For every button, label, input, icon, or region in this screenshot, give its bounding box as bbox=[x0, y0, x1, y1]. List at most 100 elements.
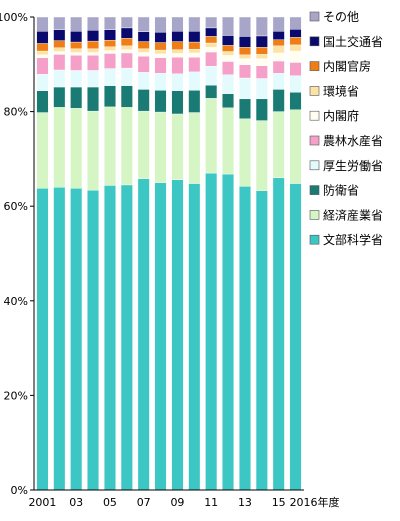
bar-segment-2001-s2 bbox=[36, 90, 49, 113]
plot-area bbox=[36, 16, 302, 491]
bar-stack-2008 bbox=[154, 16, 167, 491]
bar-segment-2013-s9 bbox=[238, 16, 251, 37]
bar-segment-2014-s1 bbox=[255, 120, 268, 191]
bar-segment-2010-s2 bbox=[188, 90, 201, 113]
bar-segment-2006-s3 bbox=[120, 67, 133, 86]
bar-segment-2010-s5 bbox=[188, 52, 201, 58]
bar-segment-2010-s6 bbox=[188, 48, 201, 54]
bar-stack-2012 bbox=[222, 16, 235, 491]
bar-stack-2013 bbox=[238, 16, 251, 491]
legend-item: 内閣府 bbox=[309, 108, 359, 123]
bar-segment-2015-s7 bbox=[272, 39, 285, 47]
bar-segment-2012-s3 bbox=[222, 74, 235, 94]
bar-segment-2015-s3 bbox=[272, 73, 285, 90]
bar-segment-2005-s6 bbox=[103, 46, 116, 51]
bar-segment-2004-s2 bbox=[87, 86, 100, 112]
bar-segment-2006-s7 bbox=[120, 38, 133, 47]
bar-segment-2010-s0 bbox=[188, 183, 201, 491]
bar-stack-2004 bbox=[87, 16, 100, 491]
bar-segment-2014-s0 bbox=[255, 190, 268, 491]
legend-label: 内閣官房 bbox=[323, 59, 371, 74]
legend-swatch bbox=[309, 135, 320, 146]
bar-segment-2014-s8 bbox=[255, 35, 268, 48]
bar-segment-2013-s4 bbox=[238, 64, 251, 79]
bar-stack-2011 bbox=[205, 16, 218, 491]
bar-segment-2014-s7 bbox=[255, 47, 268, 55]
bar-segment-2013-s0 bbox=[238, 186, 251, 491]
bar-stack-2015 bbox=[272, 16, 285, 491]
bar-segment-2014-s6 bbox=[255, 54, 268, 59]
bar-segment-2008-s9 bbox=[154, 16, 167, 33]
bar-segment-2004-s9 bbox=[87, 16, 100, 31]
legend-label: 防衛省 bbox=[323, 183, 359, 198]
bar-segment-2005-s4 bbox=[103, 53, 116, 69]
legend-label: その他 bbox=[323, 10, 359, 24]
bar-segment-2004-s5 bbox=[87, 52, 100, 56]
bar-segment-2015-s0 bbox=[272, 177, 285, 491]
bar-segment-2013-s7 bbox=[238, 47, 251, 56]
bar-segment-2013-s3 bbox=[238, 77, 251, 100]
legend-swatch bbox=[309, 11, 320, 22]
bar-segment-2008-s6 bbox=[154, 49, 167, 55]
y-tick-label: 20% bbox=[4, 389, 28, 402]
bar-segment-2007-s6 bbox=[137, 48, 150, 53]
bar-segment-2002-s6 bbox=[53, 47, 66, 52]
bar-segment-2009-s3 bbox=[171, 73, 184, 91]
bar-segment-2005-s9 bbox=[103, 16, 116, 30]
y-tick-label: 0% bbox=[11, 484, 28, 497]
bar-segment-2004-s4 bbox=[87, 55, 100, 71]
bar-segment-2008-s8 bbox=[154, 31, 167, 43]
bar-segment-2011-s7 bbox=[205, 36, 218, 44]
bar-segment-2016-s8 bbox=[289, 29, 302, 38]
bar-segment-2012-s6 bbox=[222, 51, 235, 56]
bar-segment-2002-s3 bbox=[53, 69, 66, 88]
legend-item: 経済産業省 bbox=[309, 207, 383, 222]
bar-stack-2010 bbox=[188, 16, 201, 491]
legend-swatch bbox=[309, 110, 320, 121]
legend-swatch bbox=[309, 185, 320, 195]
bar-segment-2009-s7 bbox=[171, 41, 184, 50]
bar-stack-2014 bbox=[255, 16, 268, 491]
bar-segment-2001-s6 bbox=[36, 50, 49, 56]
bar-segment-2015-s6 bbox=[272, 45, 285, 54]
bar-segment-2016-s9 bbox=[289, 16, 302, 30]
bar-segment-2010-s4 bbox=[188, 57, 201, 73]
legend-label: 文部科学省 bbox=[323, 232, 383, 247]
bar-segment-2016-s2 bbox=[289, 92, 302, 110]
legend-item: その他 bbox=[309, 10, 359, 24]
bar-segment-2005-s2 bbox=[103, 85, 116, 108]
bar-segment-2012-s8 bbox=[222, 35, 235, 46]
x-tick-label: 07 bbox=[137, 496, 151, 509]
bar-segment-2015-s5 bbox=[272, 52, 285, 62]
bar-segment-2007-s0 bbox=[137, 178, 150, 491]
bar-segment-2010-s7 bbox=[188, 41, 201, 50]
bar-segment-2003-s1 bbox=[70, 108, 83, 189]
bar-segment-2012-s4 bbox=[222, 61, 235, 75]
x-tick-label: 03 bbox=[69, 496, 83, 509]
legend-label: 内閣府 bbox=[323, 108, 359, 123]
bar-segment-2005-s3 bbox=[103, 68, 116, 86]
bar-segment-2006-s2 bbox=[120, 85, 133, 108]
bar-segment-2016-s1 bbox=[289, 109, 302, 184]
bar-segment-2011-s5 bbox=[205, 47, 218, 53]
bar-segment-2016-s7 bbox=[289, 37, 302, 46]
bar-segment-2001-s1 bbox=[36, 112, 49, 189]
y-tick-label: 60% bbox=[4, 200, 28, 213]
bar-segment-2003-s2 bbox=[70, 86, 83, 109]
bar-segment-2013-s2 bbox=[238, 98, 251, 119]
bar-segment-2006-s5 bbox=[120, 49, 133, 54]
y-axis: 0% 20% 40% 60% 80% 100% bbox=[0, 11, 35, 497]
legend-item: 農林水産省 bbox=[309, 133, 383, 148]
bar-segment-2011-s1 bbox=[205, 98, 218, 174]
bar-segment-2016-s4 bbox=[289, 62, 302, 76]
bar-segment-2006-s4 bbox=[120, 52, 133, 69]
bar-segment-2012-s2 bbox=[222, 93, 235, 109]
bar-segment-2014-s4 bbox=[255, 65, 268, 79]
bar-segment-2002-s4 bbox=[53, 54, 66, 71]
bar-segment-2002-s5 bbox=[53, 51, 66, 55]
bar-segment-2006-s0 bbox=[120, 184, 133, 491]
bar-segment-2012-s1 bbox=[222, 107, 235, 175]
legend-label: 厚生労働省 bbox=[323, 159, 383, 173]
